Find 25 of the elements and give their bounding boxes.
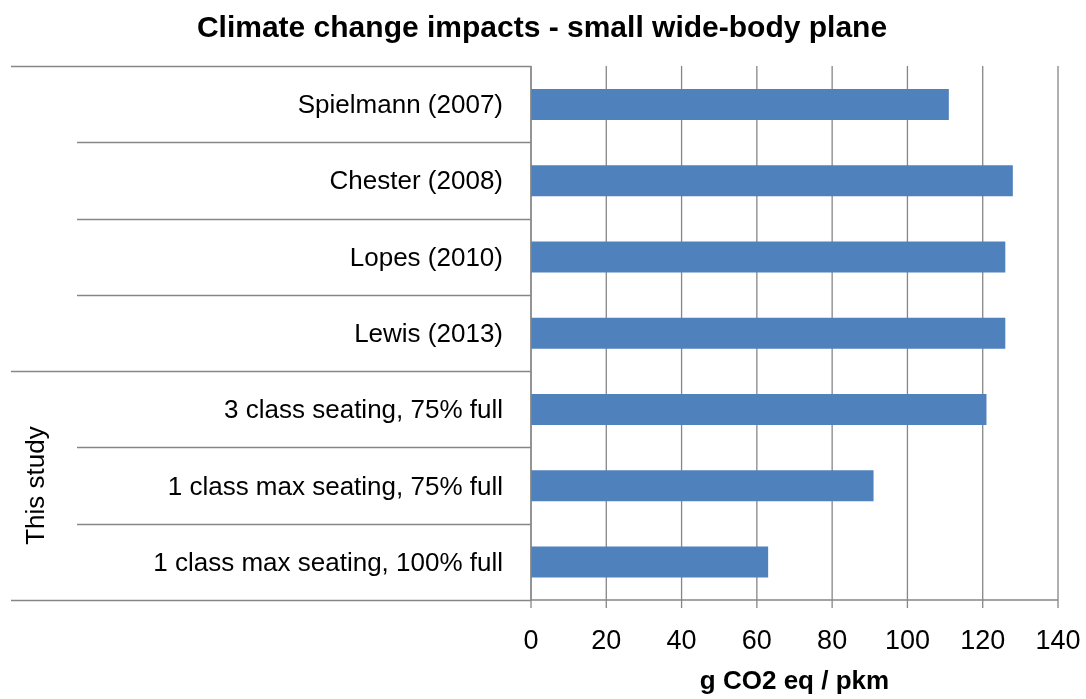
bar (531, 317, 1006, 349)
x-tick-label: 120 (960, 625, 1006, 656)
bar (531, 546, 769, 578)
text: This study (20, 426, 50, 545)
bar (531, 394, 987, 426)
x-tick-label: 100 (884, 625, 930, 656)
y-tick-label: Lopes (2010) (349, 241, 503, 272)
chart-title: Climate change impacts - small wide-body plane (195, 9, 889, 45)
x-tick-label: 40 (666, 625, 697, 656)
bar (531, 241, 1006, 273)
x-tick-label: 140 (1035, 625, 1081, 656)
y-tick-label: Lewis (2013) (354, 318, 503, 348)
x-tick-label: 80 (817, 625, 848, 656)
x-axis-title: g CO2 eq / pkm (699, 665, 890, 695)
bar (531, 88, 949, 120)
y-tick-label: 1 class max seating, 75% full (167, 470, 503, 501)
x-tick-label: 0 (523, 625, 539, 656)
x-tick-label: 60 (741, 625, 772, 656)
x-tick-label: 20 (591, 625, 622, 656)
y-tick-label: 1 class max seating, 100% full (153, 546, 503, 577)
bar (531, 470, 874, 502)
y-tick-label: Spielmann (2007) (297, 89, 503, 120)
y-tick-label: 3 class seating, 75% full (224, 394, 503, 425)
bar (531, 165, 1013, 197)
y-tick-label: Chester (2008) (329, 165, 503, 196)
